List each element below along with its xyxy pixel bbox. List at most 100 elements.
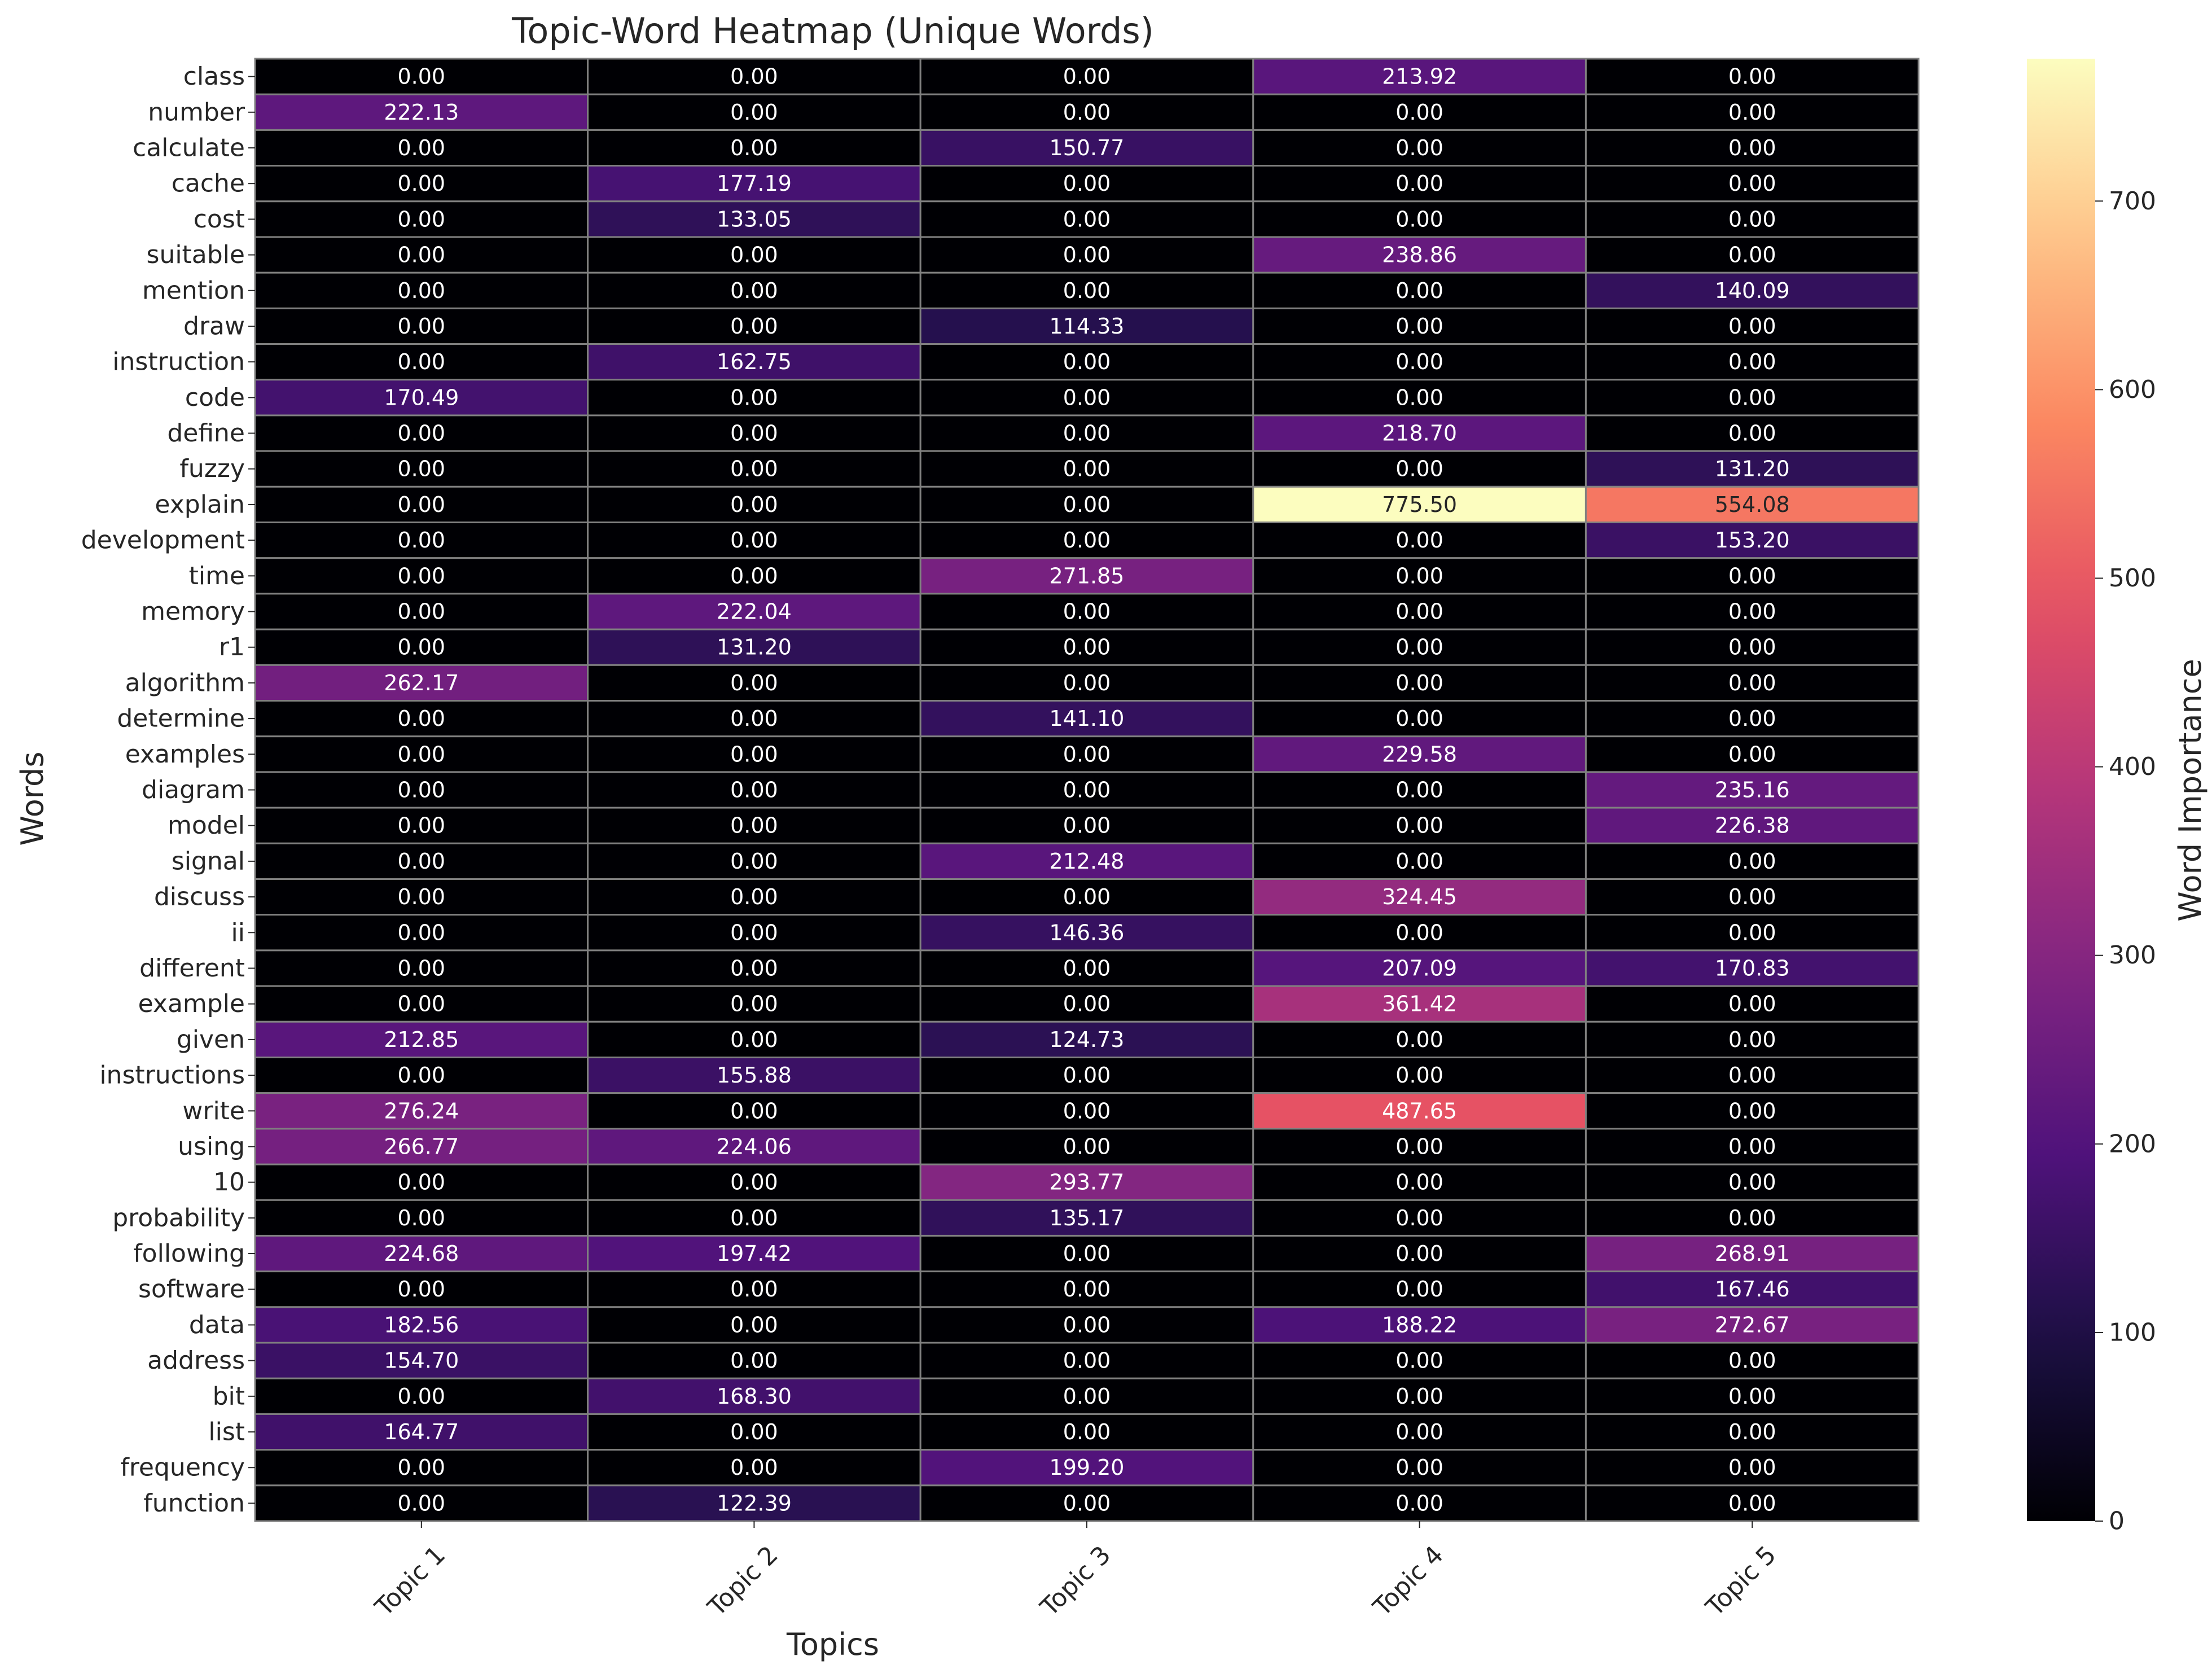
y-tick-label: data	[189, 1311, 245, 1339]
cell-value-label: 0.00	[397, 884, 445, 909]
heatmap-cell	[587, 985, 921, 1023]
heatmap-cell	[587, 771, 921, 809]
cell-value-label: 0.00	[397, 528, 445, 553]
heatmap-cell	[1252, 379, 1587, 417]
cell-value-label: 0.00	[1395, 778, 1443, 803]
cell-value-label: 0.00	[730, 1455, 778, 1480]
cell-value-label: 0.00	[397, 778, 445, 803]
cell-value-label: 170.83	[1715, 956, 1790, 980]
cell-value-label: 0.00	[730, 742, 778, 766]
cell-value-label: 0.00	[1728, 135, 1776, 160]
cell-value-label: 0.00	[397, 563, 445, 588]
y-tick-label: mention	[142, 276, 245, 305]
y-tick-label: ii	[231, 918, 245, 947]
cell-value-label: 0.00	[1395, 1134, 1443, 1159]
cell-value-label: 0.00	[397, 314, 445, 339]
heatmap-cell	[254, 271, 589, 309]
cell-value-label: 0.00	[1728, 849, 1776, 874]
heatmap-cells: 0.00 0.00 0.00 213.92 0.00 222.13 0.00 0.00 0.00…	[254, 58, 1920, 1522]
cell-value-label: 554.08	[1715, 492, 1790, 517]
heatmap-cell	[919, 557, 1254, 595]
cell-value-label: 0.00	[1063, 64, 1111, 89]
heatmap-cell	[1252, 949, 1587, 987]
cell-value-label: 0.00	[1063, 349, 1111, 374]
x-tick-label: Topic 1	[369, 1540, 451, 1622]
heatmap-cell	[919, 414, 1254, 452]
cell-value-label: 0.00	[1395, 171, 1443, 196]
colorbar: 0 100 200 300 400 500 600 700 Word Importance	[2027, 59, 2208, 1536]
heatmap-cell	[587, 1449, 921, 1487]
y-tick-label: function	[143, 1489, 245, 1518]
cell-value-label: 0.00	[1063, 243, 1111, 268]
heatmap-cell	[587, 842, 921, 880]
heatmap-cell	[1252, 485, 1587, 524]
y-tick-label: given	[177, 1025, 245, 1054]
heatmap-cell	[1585, 771, 1920, 809]
cell-value-label: 0.00	[1063, 1348, 1111, 1373]
heatmap-cell	[919, 1377, 1254, 1415]
y-tick-label: list	[208, 1418, 245, 1447]
cell-value-label: 124.73	[1050, 1027, 1125, 1052]
cell-value-label: 0.00	[397, 243, 445, 268]
cell-value-label: 0.00	[730, 100, 778, 125]
cell-value-label: 224.06	[717, 1134, 792, 1159]
heatmap-cell	[1252, 593, 1587, 630]
y-tick-label: calculate	[133, 133, 245, 162]
cell-value-label: 0.00	[730, 706, 778, 731]
heatmap-cell	[254, 307, 589, 345]
heatmap-cell	[1585, 93, 1920, 131]
heatmap-cell	[1585, 1092, 1920, 1130]
cell-value-label: 0.00	[1063, 1384, 1111, 1409]
cell-value-label: 226.38	[1715, 813, 1790, 838]
y-tick-label: examples	[125, 740, 245, 769]
y-tick-label: write	[182, 1097, 245, 1125]
heatmap-cell	[587, 735, 921, 773]
cell-value-label: 0.00	[730, 1027, 778, 1052]
cell-value-label: 487.65	[1382, 1098, 1457, 1123]
cell-value-label: 0.00	[1395, 671, 1443, 695]
cell-value-label: 0.00	[397, 64, 445, 89]
cell-value-label: 0.00	[730, 1170, 778, 1195]
y-tick-label: frequency	[120, 1453, 245, 1482]
y-tick-label: software	[138, 1275, 245, 1304]
cell-value-label: 272.67	[1715, 1312, 1790, 1337]
cell-value-label: 0.00	[730, 849, 778, 874]
heatmap-cell	[254, 1449, 589, 1487]
cell-value-label: 170.49	[384, 385, 459, 410]
heatmap-cell	[1585, 914, 1920, 952]
cell-value-label: 268.91	[1715, 1241, 1790, 1266]
cell-value-label: 0.00	[730, 243, 778, 268]
cell-value-label: 0.00	[1395, 1206, 1443, 1230]
cell-value-label: 0.00	[1728, 1098, 1776, 1123]
cell-value-label: 0.00	[1395, 1063, 1443, 1088]
y-tick-label: cost	[194, 205, 245, 234]
chart-title: Topic-Word Heatmap (Unique Words)	[511, 10, 1154, 51]
colorbar-ticks: 0 100 200 300 400 500 600 700	[2095, 187, 2156, 1536]
y-tick-label: following	[133, 1239, 245, 1268]
heatmap-cell	[1585, 485, 1920, 524]
heatmap-cell	[1585, 664, 1920, 702]
heatmap-cell	[587, 165, 921, 203]
cell-value-label: 0.00	[397, 1170, 445, 1195]
cell-value-label: 266.77	[384, 1134, 459, 1159]
heatmap-cell	[254, 379, 589, 417]
cell-value-label: 0.00	[1728, 171, 1776, 196]
colorbar-gradient	[2027, 59, 2095, 1521]
cell-value-label: 0.00	[1728, 742, 1776, 766]
heatmap-cell	[1252, 165, 1587, 203]
cell-value-label: 0.00	[730, 385, 778, 410]
heatmap-cell	[919, 593, 1254, 630]
y-tick-label: explain	[155, 490, 245, 519]
colorbar-tick-label: 700	[2109, 187, 2156, 216]
heatmap-cell	[587, 129, 921, 167]
heatmap-cell	[1585, 1199, 1920, 1237]
cell-value-label: 271.85	[1050, 563, 1125, 588]
heatmap-cell	[1252, 985, 1587, 1023]
colorbar-tick-label: 100	[2109, 1318, 2156, 1347]
cell-value-label: 0.00	[1063, 671, 1111, 695]
heatmap-cell	[1252, 1377, 1587, 1415]
cell-value-label: 0.00	[397, 492, 445, 517]
cell-value-label: 0.00	[397, 742, 445, 766]
heatmap-cell	[254, 878, 589, 916]
cell-value-label: 0.00	[730, 992, 778, 1017]
